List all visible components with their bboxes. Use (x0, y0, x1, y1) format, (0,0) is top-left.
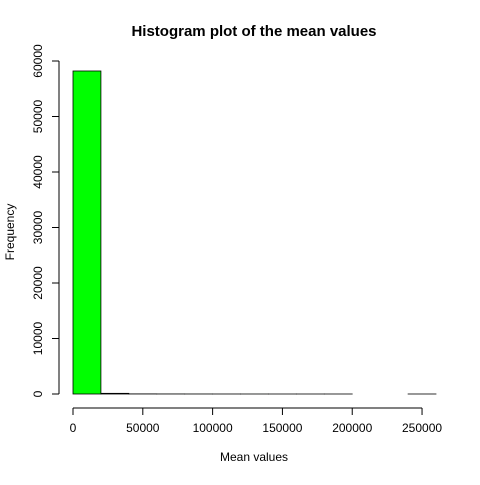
chart-title: Histogram plot of the mean values (131, 23, 376, 40)
x-tick-label: 200000 (332, 421, 372, 435)
y-tick-label: 40000 (31, 155, 45, 189)
x-tick-label: 0 (70, 421, 77, 435)
y-tick-label: 60000 (31, 44, 45, 78)
x-tick-label: 50000 (126, 421, 160, 435)
y-axis: 0 10000 20000 30000 40000 50000 60000 (31, 44, 59, 397)
y-tick-label: 50000 (31, 99, 45, 133)
x-tick-label: 250000 (402, 421, 442, 435)
y-tick-label: 10000 (31, 321, 45, 355)
x-tick-label: 100000 (193, 421, 233, 435)
y-tick-label: 30000 (31, 210, 45, 244)
x-axis-label: Mean values (220, 450, 288, 464)
histogram-bar (73, 71, 101, 394)
histogram-bar (101, 393, 129, 394)
y-tick-label: 20000 (31, 266, 45, 300)
y-axis-label: Frequency (3, 204, 17, 261)
x-axis: 0 50000 100000 150000 200000 250000 (70, 408, 443, 435)
y-tick-label: 0 (31, 390, 45, 397)
x-tick-label: 150000 (262, 421, 302, 435)
bars-group (73, 71, 436, 394)
